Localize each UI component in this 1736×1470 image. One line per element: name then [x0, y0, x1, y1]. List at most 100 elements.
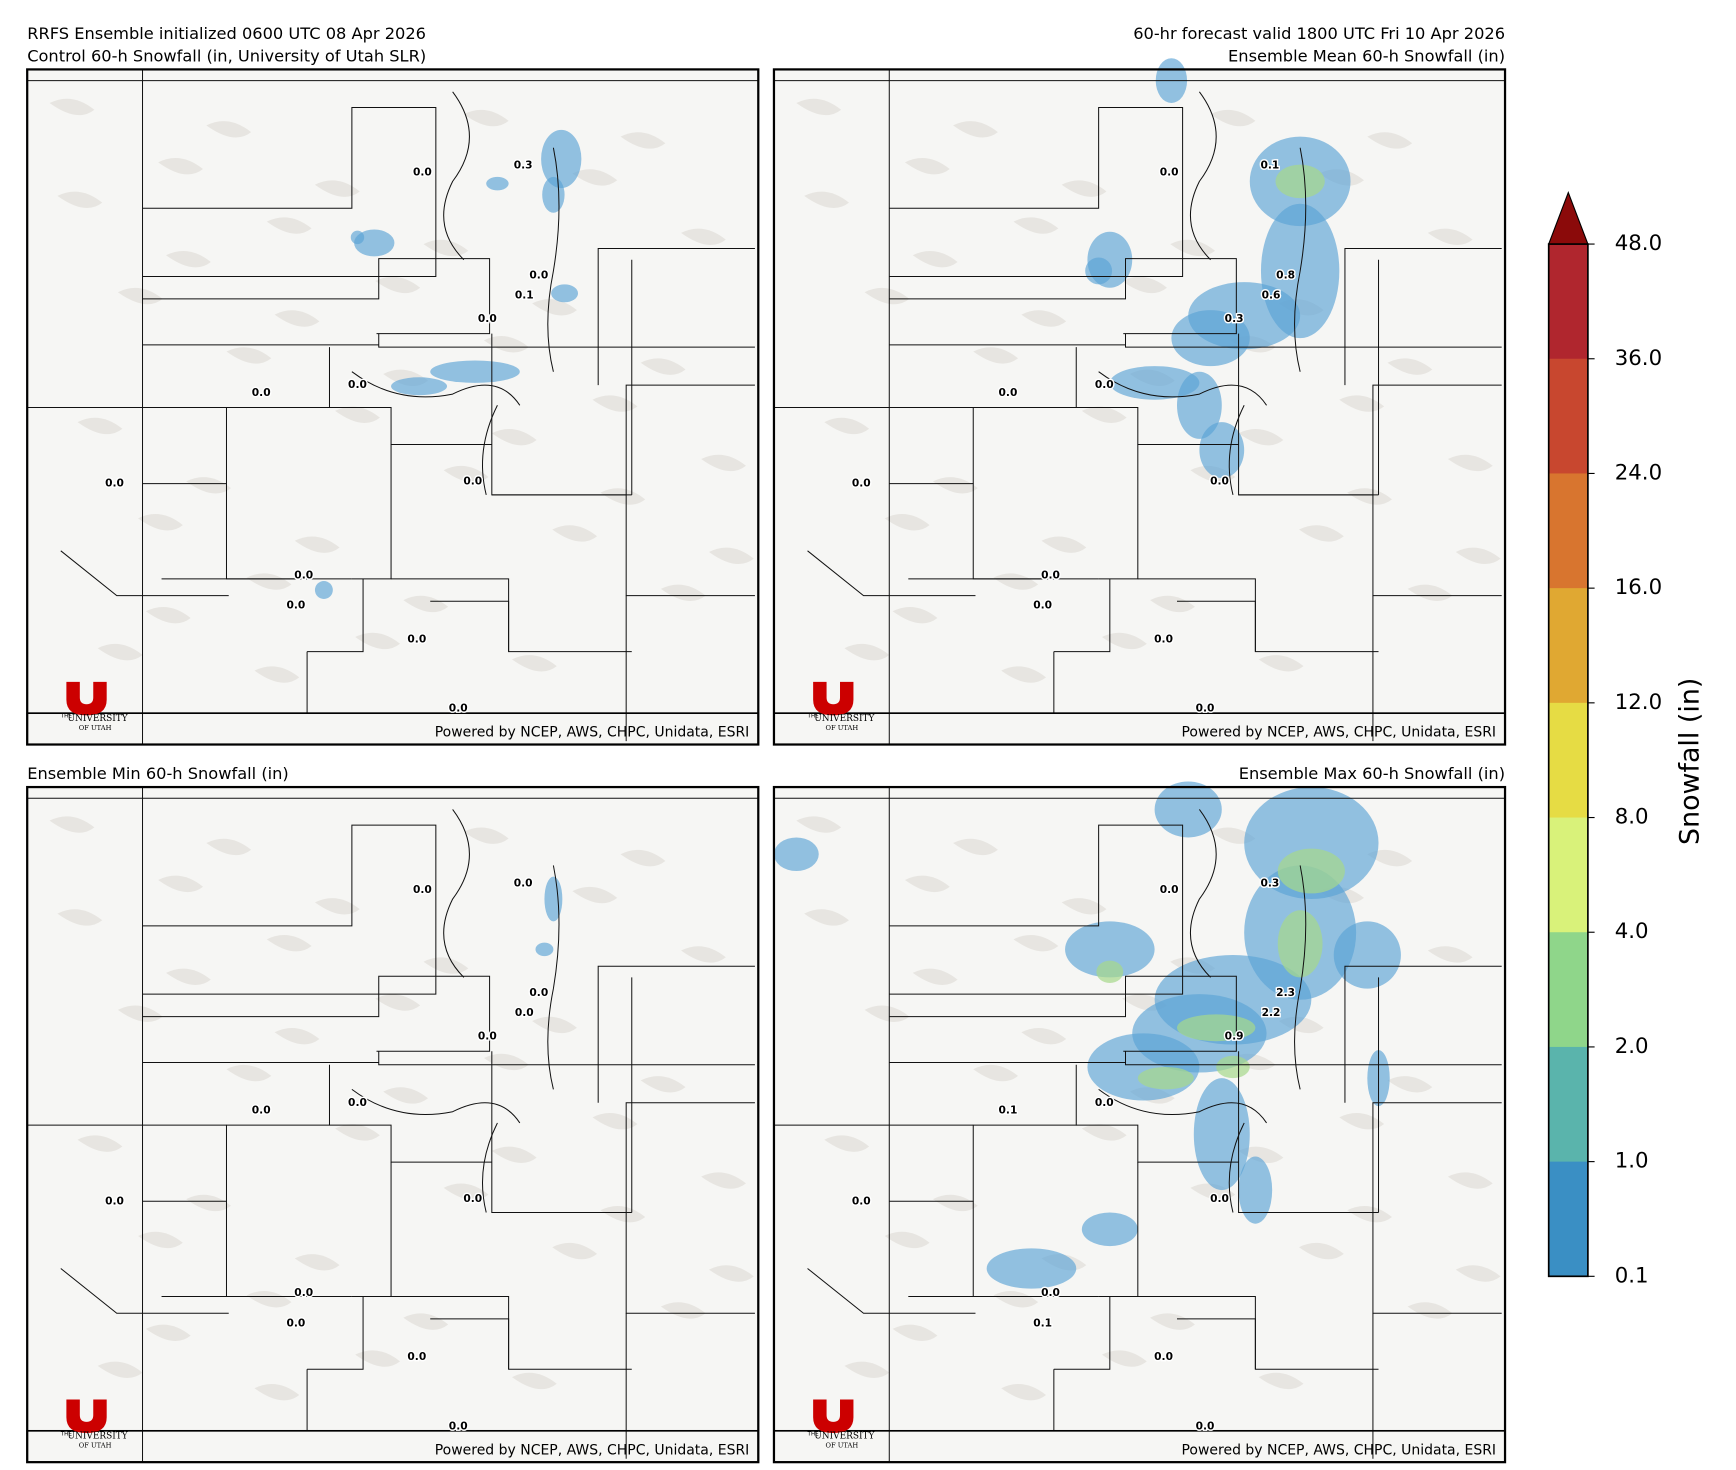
- terrain-shading: [796, 816, 842, 833]
- station-value: 0.0: [1210, 1192, 1229, 1205]
- colorbar-tick-label: 8.0: [1615, 805, 1649, 830]
- terrain-shading: [314, 180, 360, 197]
- map-panel: 0.0 0.3 2.3 2.2 0.9 0.1 0.0 0.0 0.0 0.0 0.1 0.0 0.0 P…: [772, 781, 1507, 1464]
- terrain-shading: [701, 454, 746, 472]
- boundary: [1189, 809, 1217, 978]
- terrain-shading: [375, 994, 421, 1011]
- terrain-shading: [1347, 488, 1392, 505]
- terrain-shading: [383, 1087, 429, 1104]
- boundary: [142, 975, 491, 1052]
- logo-text: UNIVERSITY: [68, 1432, 128, 1442]
- boundary: [1177, 1318, 1256, 1370]
- terrain-shading: [620, 132, 666, 149]
- terrain-shading: [844, 1361, 890, 1378]
- terrain-shading: [709, 1265, 754, 1282]
- terrain-shading: [1210, 109, 1256, 127]
- logo-text: THE: [807, 1431, 820, 1437]
- snowfall-area: [1177, 1014, 1256, 1042]
- boundary: [1228, 1122, 1245, 1213]
- panel-frame: [26, 785, 760, 1464]
- station-value: 0.0: [1095, 1096, 1114, 1109]
- station-value: 0.0: [529, 986, 548, 999]
- boundary: [329, 407, 492, 445]
- terrain-shading: [532, 1016, 577, 1034]
- terrain-shading: [186, 1194, 231, 1212]
- terrain-shading: [266, 935, 312, 952]
- terrain-shading: [443, 465, 489, 483]
- terrain-shading: [375, 276, 421, 294]
- terrain-shading: [166, 250, 211, 268]
- terrain-shading: [912, 968, 958, 986]
- terrain-shading: [355, 632, 401, 650]
- snowfall-area: [1277, 910, 1323, 978]
- boundary: [491, 1211, 755, 1314]
- terrain-shading: [1101, 632, 1147, 650]
- terrain-shading: [864, 1005, 910, 1022]
- terrain-shading: [1001, 666, 1047, 683]
- terrain-shading: [892, 1324, 938, 1342]
- terrain-shading: [844, 643, 890, 661]
- terrain-shading: [904, 875, 950, 893]
- boundary: [1294, 147, 1307, 372]
- terrain-shading: [403, 595, 449, 613]
- terrain-shading: [117, 287, 163, 305]
- terrain-shading: [620, 849, 666, 867]
- station-value: 0.0: [449, 1419, 468, 1432]
- boundary: [889, 258, 1237, 335]
- terrain-shading: [709, 547, 754, 565]
- station-value: 0.3: [1261, 876, 1280, 889]
- colorbar-tick-label: 4.0: [1615, 919, 1649, 944]
- header-left-2: Control 60-h Snowfall (in, University of…: [27, 47, 426, 66]
- terrain-shading: [57, 909, 103, 926]
- boundary: [307, 1296, 364, 1370]
- snowfall-area: [773, 837, 819, 872]
- boundary: [60, 550, 229, 597]
- terrain-shading: [1041, 536, 1087, 553]
- station-value: 0.0: [105, 477, 124, 490]
- terrain-shading: [804, 191, 849, 209]
- logo-text: UNIVERSITY: [814, 1432, 874, 1442]
- boundary: [1228, 405, 1245, 495]
- station-value: 0.0: [1160, 883, 1179, 896]
- terrain-shading: [1061, 898, 1107, 915]
- panel-title: Ensemble Max 60-h Snowfall (in): [1239, 764, 1505, 783]
- terrain-shading: [600, 488, 646, 505]
- panel-title: Ensemble Min 60-h Snowfall (in): [27, 764, 289, 783]
- colorbar-tick-label: 24.0: [1615, 460, 1662, 485]
- credit: Powered by NCEP, AWS, CHPC, Unidata, ESR…: [435, 1442, 750, 1458]
- logo-text: OF UTAH: [825, 1442, 858, 1450]
- terrain-shading: [1101, 1350, 1147, 1367]
- boundary: [547, 147, 560, 372]
- boundary: [430, 600, 510, 652]
- terrain-shading: [1150, 1313, 1195, 1330]
- colorbar-tick-label: 0.1: [1615, 1263, 1649, 1288]
- credit: Powered by NCEP, AWS, CHPC, Unidata, ESR…: [1182, 725, 1497, 741]
- station-value: 0.0: [1154, 632, 1173, 645]
- station-value: 0.0: [252, 1104, 271, 1117]
- terrain-shading: [491, 428, 537, 446]
- station-value: 0.3: [514, 159, 533, 172]
- colorbar-extend: [1547, 190, 1589, 245]
- boundary: [1076, 407, 1239, 445]
- terrain-shading: [294, 1254, 340, 1271]
- boundary: [889, 347, 1077, 485]
- boundary: [889, 975, 1237, 1052]
- terrain-shading: [1081, 1124, 1127, 1141]
- map-panel: 0.0 0.0 0.0 0.0 0.0 0.0 0.0 0.0 0.0 0.0 0.0 0.0 0.0 P…: [26, 785, 760, 1464]
- terrain-shading: [463, 827, 509, 844]
- terrain-shading: [254, 1383, 300, 1401]
- terrain-shading: [335, 1124, 380, 1141]
- boundary: [351, 371, 521, 406]
- station-value: 0.0: [852, 1194, 871, 1207]
- terrain-shading: [138, 514, 183, 531]
- terrain-shading: [274, 1027, 320, 1045]
- station-value: 0.1: [1261, 159, 1280, 172]
- terrain-shading: [572, 169, 618, 186]
- station-value: 0.0: [999, 386, 1018, 399]
- terrain-shading: [1455, 547, 1501, 565]
- panel-frame: [772, 68, 1507, 746]
- terrain-shading: [660, 584, 706, 601]
- colorbar-segment: [1548, 932, 1588, 1048]
- boundary: [1076, 1124, 1239, 1163]
- boundary: [430, 1318, 510, 1370]
